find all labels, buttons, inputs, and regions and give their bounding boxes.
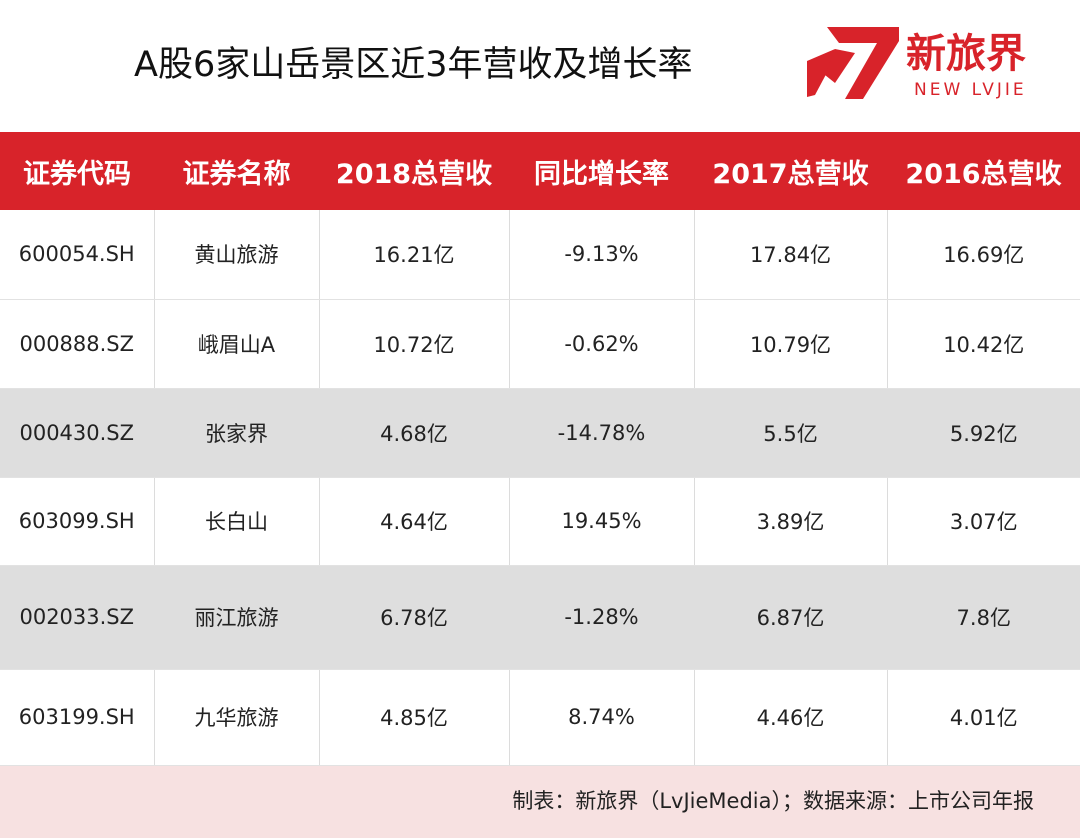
cell-rev-2017: 6.87亿 xyxy=(693,565,887,670)
cell-code: 000430.SZ xyxy=(0,388,154,478)
table-row: 000888.SZ 峨眉山A 10.72亿 -0.62% 10.79亿 10.4… xyxy=(0,299,1080,389)
cell-rev-2017: 17.84亿 xyxy=(693,210,887,300)
cell-name: 峨眉山A xyxy=(153,299,319,389)
cell-rev-2018: 4.85亿 xyxy=(318,669,509,766)
header-rev-2016: 2016总营收 xyxy=(887,132,1080,210)
header: A股6家山岳景区近3年营收及增长率 新旅界 NEW LVJIE xyxy=(0,0,1080,132)
logo: 新旅界 NEW LVJIE xyxy=(805,25,1065,105)
cell-rev-2016: 3.07亿 xyxy=(886,477,1080,566)
cell-code: 603099.SH xyxy=(0,477,154,566)
cell-rev-2018: 4.64亿 xyxy=(318,477,509,566)
cell-rev-2017: 4.46亿 xyxy=(693,669,887,766)
table-header-row: 证券代码 证券名称 2018总营收 同比增长率 2017总营收 2016总营收 xyxy=(0,132,1080,210)
footer: 制表：新旅界（LvJieMedia）；数据来源：上市公司年报 xyxy=(0,766,1080,838)
page-title: A股6家山岳景区近3年营收及增长率 xyxy=(134,45,693,85)
cell-rev-2016: 5.92亿 xyxy=(886,388,1080,478)
cell-code: 600054.SH xyxy=(0,210,154,300)
cell-rev-2018: 10.72亿 xyxy=(318,299,509,389)
cell-name: 张家界 xyxy=(153,388,319,478)
logo-name-en: NEW LVJIE xyxy=(914,80,1027,100)
logo-mark-icon xyxy=(807,27,899,99)
cell-rev-2016: 7.8亿 xyxy=(886,565,1080,670)
cell-rev-2017: 3.89亿 xyxy=(693,477,887,566)
cell-growth: -1.28% xyxy=(508,565,694,670)
source-note: 制表：新旅界（LvJieMedia）；数据来源：上市公司年报 xyxy=(512,789,1034,813)
table-row: 002033.SZ 丽江旅游 6.78亿 -1.28% 6.87亿 7.8亿 xyxy=(0,565,1080,670)
cell-rev-2018: 6.78亿 xyxy=(318,565,509,670)
cell-name: 九华旅游 xyxy=(153,669,319,766)
cell-name: 黄山旅游 xyxy=(153,210,319,300)
revenue-table: 证券代码 证券名称 2018总营收 同比增长率 2017总营收 2016总营收 … xyxy=(0,132,1080,766)
cell-growth: -14.78% xyxy=(508,388,694,478)
cell-rev-2018: 4.68亿 xyxy=(318,388,509,478)
cell-code: 002033.SZ xyxy=(0,565,154,670)
cell-growth: -0.62% xyxy=(508,299,694,389)
header-growth: 同比增长率 xyxy=(509,132,694,210)
cell-rev-2017: 5.5亿 xyxy=(693,388,887,478)
cell-rev-2016: 10.42亿 xyxy=(886,299,1080,389)
cell-rev-2016: 4.01亿 xyxy=(886,669,1080,766)
cell-rev-2016: 16.69亿 xyxy=(886,210,1080,300)
cell-name: 丽江旅游 xyxy=(153,565,319,670)
cell-code: 603199.SH xyxy=(0,669,154,766)
cell-growth: 19.45% xyxy=(508,477,694,566)
table-row: 600054.SH 黄山旅游 16.21亿 -9.13% 17.84亿 16.6… xyxy=(0,210,1080,300)
header-code: 证券代码 xyxy=(0,132,154,210)
logo-name-cn: 新旅界 xyxy=(906,30,1026,77)
cell-rev-2017: 10.79亿 xyxy=(693,299,887,389)
table-row: 603099.SH 长白山 4.64亿 19.45% 3.89亿 3.07亿 xyxy=(0,477,1080,566)
cell-name: 长白山 xyxy=(153,477,319,566)
cell-growth: 8.74% xyxy=(508,669,694,766)
table-row: 603199.SH 九华旅游 4.85亿 8.74% 4.46亿 4.01亿 xyxy=(0,669,1080,766)
cell-rev-2018: 16.21亿 xyxy=(318,210,509,300)
header-rev-2017: 2017总营收 xyxy=(694,132,887,210)
cell-code: 000888.SZ xyxy=(0,299,154,389)
cell-growth: -9.13% xyxy=(508,210,694,300)
table-row: 000430.SZ 张家界 4.68亿 -14.78% 5.5亿 5.92亿 xyxy=(0,388,1080,478)
header-name: 证券名称 xyxy=(154,132,319,210)
header-rev-2018: 2018总营收 xyxy=(319,132,509,210)
